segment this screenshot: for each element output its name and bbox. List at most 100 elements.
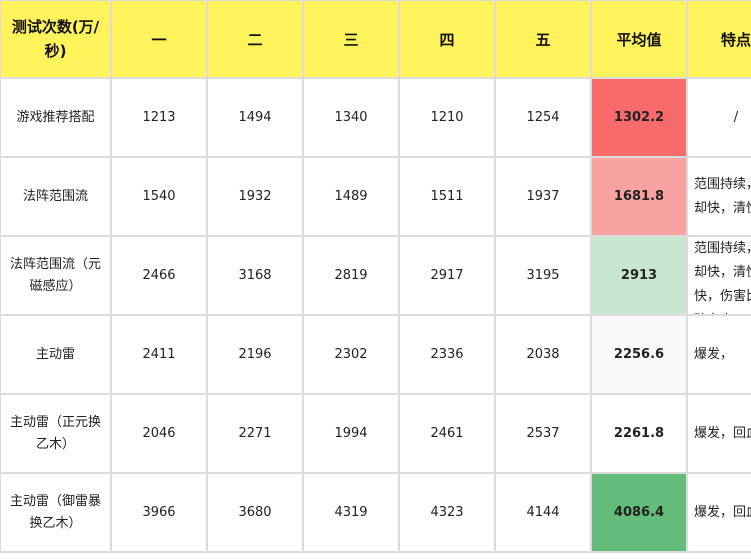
table-row: 主动雷 2411 2196 2302 2336 2038 2256.6 爆发， bbox=[0, 314, 751, 395]
table-row: 法阵范围流 1540 1932 1489 1511 1937 1681.8 范围持续，冷却快，… bbox=[0, 156, 751, 237]
feature-cell: / bbox=[686, 77, 751, 158]
test-value-cell: 2819 bbox=[302, 235, 400, 316]
average-cell-text: 1681.8 bbox=[613, 188, 665, 204]
column-header: 测试次数(万/秒) bbox=[0, 0, 112, 79]
test-value-cell-text: 1540 bbox=[142, 188, 176, 204]
test-value-cell: 2411 bbox=[110, 314, 208, 395]
test-value-cell-text: 2302 bbox=[334, 346, 368, 362]
test-value-cell: 2466 bbox=[110, 235, 208, 316]
test-value-cell: 4323 bbox=[398, 472, 496, 553]
test-value-cell-text: 1340 bbox=[334, 109, 368, 125]
average-cell: 4086.4 bbox=[590, 472, 688, 553]
column-header: 二 bbox=[206, 0, 304, 79]
test-value-cell-text: 2336 bbox=[430, 346, 464, 362]
column-header: 四 bbox=[398, 0, 496, 79]
test-value-cell: 2038 bbox=[494, 314, 592, 395]
build-name-cell-text: 法阵范围流 bbox=[22, 188, 88, 204]
test-value-cell: 2537 bbox=[494, 393, 592, 474]
feature-cell-text: 爆发，回血 bbox=[694, 425, 751, 441]
test-value-cell: 1937 bbox=[494, 156, 592, 237]
column-header: 特点 bbox=[686, 0, 751, 79]
feature-cell-text: 范围持续，冷却快，清怪快，伤害比基础套高 bbox=[694, 241, 751, 304]
test-value-cell: 1994 bbox=[302, 393, 400, 474]
test-value-cell: 1254 bbox=[494, 77, 592, 158]
test-value-cell-text: 2917 bbox=[430, 267, 464, 283]
build-name-cell: 法阵范围流 bbox=[0, 156, 112, 237]
test-value-cell-text: 1210 bbox=[430, 109, 464, 125]
feature-cell-text: 爆发，回血 bbox=[694, 504, 751, 520]
average-cell: 2256.6 bbox=[590, 314, 688, 395]
test-value-cell: 4319 bbox=[302, 472, 400, 553]
test-value-cell-text: 2038 bbox=[526, 346, 560, 362]
build-name-cell: 主动雷（正元换乙木） bbox=[0, 393, 112, 474]
test-value-cell-text: 3195 bbox=[526, 267, 560, 283]
test-value-cell-text: 2271 bbox=[238, 425, 272, 441]
column-header: 五 bbox=[494, 0, 592, 79]
average-cell: 1302.2 bbox=[590, 77, 688, 158]
table-row: 主动雷（御雷暴换乙木） 3966 3680 4319 4323 4144 4086.4 爆发，… bbox=[0, 472, 751, 553]
test-value-cell-text: 3966 bbox=[142, 504, 176, 520]
test-value-cell-text: 2819 bbox=[334, 267, 368, 283]
build-name-cell-text: 主动雷（正元换乙木） bbox=[9, 414, 101, 452]
test-value-cell: 1540 bbox=[110, 156, 208, 237]
test-value-cell: 3195 bbox=[494, 235, 592, 316]
build-name-cell: 主动雷 bbox=[0, 314, 112, 395]
build-name-cell-text: 法阵范围流（元磁感应） bbox=[9, 256, 101, 294]
test-value-cell: 1932 bbox=[206, 156, 304, 237]
average-cell-text: 1302.2 bbox=[613, 109, 665, 125]
average-cell: 1681.8 bbox=[590, 156, 688, 237]
average-cell: 2913 bbox=[590, 235, 688, 316]
test-value-cell-text: 2196 bbox=[238, 346, 272, 362]
test-value-cell-text: 2046 bbox=[142, 425, 176, 441]
feature-cell: 范围持续，冷却快，清怪快 bbox=[686, 156, 751, 237]
test-value-cell-text: 4319 bbox=[334, 504, 368, 520]
column-header: 一 bbox=[110, 0, 208, 79]
test-value-cell: 2046 bbox=[110, 393, 208, 474]
build-name-cell: 主动雷（御雷暴换乙木） bbox=[0, 472, 112, 553]
test-value-cell: 1213 bbox=[110, 77, 208, 158]
test-value-cell: 3966 bbox=[110, 472, 208, 553]
feature-cell: 爆发，回血 bbox=[686, 472, 751, 553]
test-value-cell-text: 1213 bbox=[142, 109, 176, 125]
test-value-cell: 3168 bbox=[206, 235, 304, 316]
build-name-cell-text: 主动雷（御雷暴换乙木） bbox=[9, 493, 101, 531]
test-value-cell-text: 4144 bbox=[526, 504, 560, 520]
test-value-cell-text: 1494 bbox=[238, 109, 272, 125]
test-value-cell: 2461 bbox=[398, 393, 496, 474]
feature-cell: 爆发， bbox=[686, 314, 751, 395]
test-value-cell: 2336 bbox=[398, 314, 496, 395]
test-value-cell: 1340 bbox=[302, 77, 400, 158]
build-name-cell: 游戏推荐搭配 bbox=[0, 77, 112, 158]
test-value-cell-text: 1932 bbox=[238, 188, 272, 204]
average-cell-text: 4086.4 bbox=[613, 504, 665, 520]
test-value-cell-text: 2466 bbox=[142, 267, 176, 283]
test-value-cell-text: 1937 bbox=[526, 188, 560, 204]
table-row: 游戏推荐搭配 1213 1494 1340 1210 1254 1302.2 / bbox=[0, 77, 751, 158]
test-value-cell-text: 2461 bbox=[430, 425, 464, 441]
test-value-cell-text: 2411 bbox=[142, 346, 176, 362]
feature-cell-text: / bbox=[733, 109, 739, 125]
test-value-cell: 4144 bbox=[494, 472, 592, 553]
column-header: 平均值 bbox=[590, 0, 688, 79]
average-cell-text: 2261.8 bbox=[613, 425, 665, 441]
test-value-cell-text: 1489 bbox=[334, 188, 368, 204]
test-value-cell: 2196 bbox=[206, 314, 304, 395]
test-value-cell: 2302 bbox=[302, 314, 400, 395]
test-value-cell-text: 1511 bbox=[430, 188, 464, 204]
feature-cell: 爆发，回血 bbox=[686, 393, 751, 474]
table-row: 法阵范围流（元磁感应） 2466 3168 2819 2917 3195 2913 范围持续，… bbox=[0, 235, 751, 316]
test-value-cell-text: 3680 bbox=[238, 504, 272, 520]
test-value-cell: 1489 bbox=[302, 156, 400, 237]
average-cell: 2261.8 bbox=[590, 393, 688, 474]
average-cell-text: 2256.6 bbox=[613, 346, 665, 362]
test-value-cell-text: 2537 bbox=[526, 425, 560, 441]
test-value-cell-text: 1994 bbox=[334, 425, 368, 441]
test-value-cell: 2917 bbox=[398, 235, 496, 316]
table-row: 主动雷（正元换乙木） 2046 2271 1994 2461 2537 2261.8 爆发，回… bbox=[0, 393, 751, 474]
test-value-cell: 3680 bbox=[206, 472, 304, 553]
feature-cell-text: 范围持续，冷却快，清怪快 bbox=[694, 176, 751, 216]
build-name-cell-text: 主动雷 bbox=[35, 346, 75, 362]
test-value-cell-text: 3168 bbox=[238, 267, 272, 283]
test-value-cell: 1210 bbox=[398, 77, 496, 158]
feature-cell: 范围持续，冷却快，清怪快，伤害比基础套高 bbox=[686, 235, 751, 316]
